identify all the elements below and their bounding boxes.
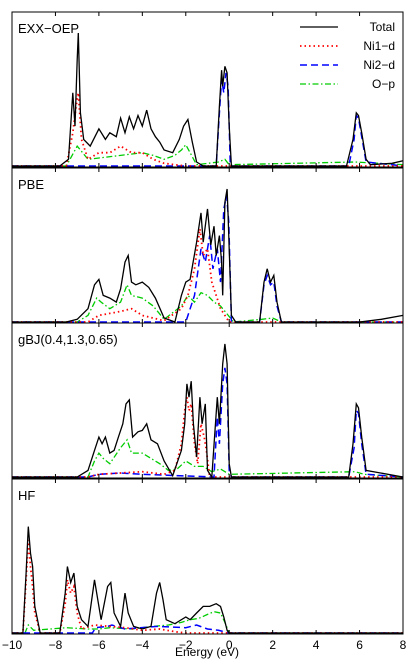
x-tick-label: 0: [226, 638, 233, 652]
panel-3: gBJ(0.4,1.3,0.65): [11, 322, 404, 479]
x-tick-label: −4: [135, 638, 149, 652]
x-axis-label: Energy (eV): [175, 645, 239, 659]
series-op-line: [12, 438, 404, 478]
panel-frame: [11, 11, 404, 168]
series-total-line: [12, 32, 404, 167]
series-total-line: [12, 188, 404, 323]
panel-1: EXX−OEP: [11, 11, 404, 168]
series-total-line: [12, 526, 403, 634]
panels-group: EXX−OEP PBE gBJ(0.4,1.3,0.65) HF: [11, 11, 404, 635]
x-tick-label: −6: [92, 638, 106, 652]
series-ni1-line: [12, 539, 403, 634]
panel-frame: [11, 478, 404, 635]
series-ni1-line: [12, 397, 403, 478]
x-tick-label: 6: [356, 638, 363, 652]
series-ni1-line: [12, 228, 403, 323]
panel-frame: [11, 322, 404, 479]
series-op-line: [12, 283, 403, 323]
x-tick-label: −8: [49, 638, 63, 652]
x-tick-label: 8: [400, 638, 407, 652]
panel-label: EXX−OEP: [18, 21, 79, 36]
x-tick-label: −2: [179, 638, 193, 652]
x-tick-label: 2: [269, 638, 276, 652]
legend: Total Ni1−d Ni2−d O−p: [300, 20, 395, 91]
legend-label-op: O−p: [372, 77, 395, 91]
series-ni1-line: [12, 92, 403, 167]
series-total-line: [12, 343, 404, 479]
panel-label: PBE: [18, 177, 44, 192]
panel-4: HF: [11, 478, 404, 635]
panel-label: gBJ(0.4,1.3,0.65): [18, 332, 118, 347]
series-ni2-line: [12, 624, 403, 634]
panel-2: PBE: [11, 167, 404, 324]
x-tick-label: 4: [313, 638, 320, 652]
legend-label-total: Total: [370, 20, 395, 34]
x-axis: −10 −8 −6 −4 −2 0 2 4 6 8: [2, 638, 407, 652]
legend-label-ni1: Ni1−d: [363, 39, 395, 53]
panel-label: HF: [18, 488, 35, 503]
series-op-line: [12, 611, 403, 634]
series-op-line: [12, 143, 404, 167]
legend-label-ni2: Ni2−d: [363, 58, 395, 72]
x-tick-label: −10: [2, 638, 23, 652]
